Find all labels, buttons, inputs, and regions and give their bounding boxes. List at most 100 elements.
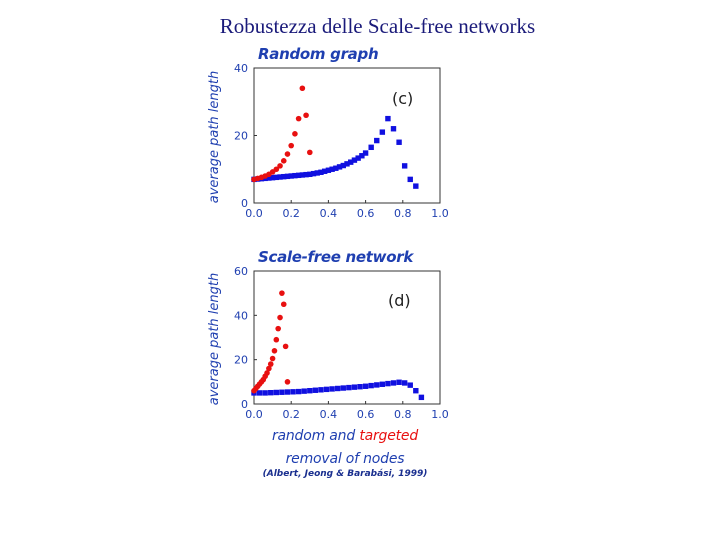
data-point-random-removal	[355, 155, 361, 161]
data-point-targeted-removal	[288, 142, 295, 149]
data-point-random-removal	[268, 389, 274, 396]
data-point-targeted-removal	[264, 370, 270, 376]
data-point-random-removal	[335, 385, 341, 392]
y-tick-label: 40	[234, 309, 248, 322]
x-tick-label: 1.0	[431, 408, 449, 421]
y-axis-label: average path length	[207, 71, 222, 203]
x-tick-label: 0.0	[245, 207, 263, 220]
data-point-random-removal	[284, 389, 291, 395]
data-point-random-removal	[362, 383, 369, 389]
data-point-random-removal	[318, 169, 324, 175]
data-point-random-removal	[359, 153, 365, 159]
data-point-random-removal	[385, 380, 391, 387]
data-point-random-removal	[351, 157, 358, 163]
data-point-targeted-removal	[273, 166, 280, 173]
y-tick-label: 20	[234, 130, 248, 143]
x-tick-label: 0.2	[282, 408, 300, 421]
data-point-targeted-removal	[277, 163, 283, 169]
data-point-targeted-removal	[292, 131, 298, 137]
x-tick-label: 0.6	[357, 408, 375, 421]
panel-label: (d)	[388, 291, 411, 310]
data-point-targeted-removal	[266, 365, 272, 372]
slide-title: Robustezza delle Scale-free networks	[219, 14, 536, 38]
data-point-random-removal	[346, 384, 352, 391]
y-axis-label: average path length	[207, 273, 222, 405]
data-point-random-removal	[307, 388, 313, 394]
data-point-random-removal	[321, 168, 328, 174]
data-point-targeted-removal	[280, 158, 287, 164]
data-point-random-removal	[266, 175, 272, 181]
data-point-random-removal	[329, 166, 335, 172]
data-point-random-removal	[357, 384, 363, 390]
data-point-random-removal	[362, 150, 369, 156]
data-point-targeted-removal	[273, 336, 280, 343]
data-point-random-removal	[273, 389, 280, 396]
x-tick-label: 0.2	[282, 207, 300, 220]
caption-line-1: random and targeted	[250, 428, 440, 444]
chart-title-scale-free: Scale-free network	[258, 248, 414, 266]
data-point-random-removal	[348, 159, 354, 165]
data-point-targeted-removal	[303, 112, 309, 119]
y-tick-label: 0	[241, 398, 248, 411]
data-point-random-removal	[374, 382, 380, 388]
y-tick-label: 60	[234, 265, 248, 278]
data-point-random-removal	[374, 137, 380, 144]
data-point-random-removal	[292, 172, 298, 179]
data-point-random-removal	[307, 171, 313, 178]
data-point-random-removal	[379, 129, 386, 135]
data-point-random-removal	[310, 170, 317, 177]
panel-label: (c)	[392, 89, 413, 108]
data-point-random-removal	[413, 388, 419, 394]
data-point-random-removal	[368, 382, 374, 389]
data-point-random-removal	[312, 387, 319, 393]
y-tick-label: 20	[234, 354, 248, 367]
x-tick-label: 0.8	[394, 408, 412, 421]
data-point-random-removal	[385, 115, 391, 122]
data-point-random-removal	[269, 174, 276, 181]
data-point-random-removal	[396, 139, 402, 145]
data-point-random-removal	[407, 382, 413, 388]
data-point-random-removal	[295, 172, 302, 179]
data-point-random-removal	[407, 176, 413, 183]
caption-removal-of-nodes: removal of nodes	[285, 451, 405, 467]
data-point-targeted-removal	[269, 355, 276, 362]
data-point-random-removal	[281, 173, 287, 180]
data-point-random-removal	[325, 167, 332, 173]
x-tick-label: 0.8	[394, 207, 412, 220]
data-point-random-removal	[323, 386, 330, 393]
data-point-random-removal	[303, 171, 309, 178]
data-point-random-removal	[351, 384, 358, 390]
x-tick-label: 0.0	[245, 408, 263, 421]
data-point-random-removal	[401, 380, 408, 386]
data-point-random-removal	[413, 183, 419, 189]
data-point-random-removal	[390, 126, 397, 132]
data-point-random-removal	[368, 144, 374, 151]
y-tick-label: 0	[241, 197, 248, 210]
data-point-random-removal	[295, 388, 302, 395]
data-point-random-removal	[336, 164, 343, 170]
data-point-random-removal	[396, 379, 402, 385]
data-point-random-removal	[299, 172, 306, 178]
caption-random-and: random and	[271, 428, 356, 444]
data-point-random-removal	[301, 388, 307, 394]
data-point-random-removal	[290, 389, 296, 395]
data-point-random-removal	[273, 174, 280, 181]
data-point-random-removal	[288, 173, 294, 179]
data-point-targeted-removal	[284, 379, 291, 385]
data-point-targeted-removal	[271, 348, 278, 354]
x-tick-label: 0.4	[320, 207, 338, 220]
plot-frame	[253, 270, 441, 405]
chart-title-random-graph: Random graph	[258, 45, 379, 63]
y-tick-label: 40	[234, 62, 248, 75]
x-tick-label: 1.0	[431, 207, 449, 220]
data-point-targeted-removal	[307, 149, 313, 156]
data-point-random-removal	[318, 387, 324, 393]
data-point-random-removal	[284, 173, 291, 180]
data-point-targeted-removal	[299, 85, 306, 92]
data-point-targeted-removal	[275, 325, 281, 332]
caption-targeted: targeted	[359, 428, 419, 444]
data-point-random-removal	[401, 163, 408, 169]
data-point-targeted-removal	[279, 290, 285, 296]
data-point-random-removal	[329, 386, 335, 392]
